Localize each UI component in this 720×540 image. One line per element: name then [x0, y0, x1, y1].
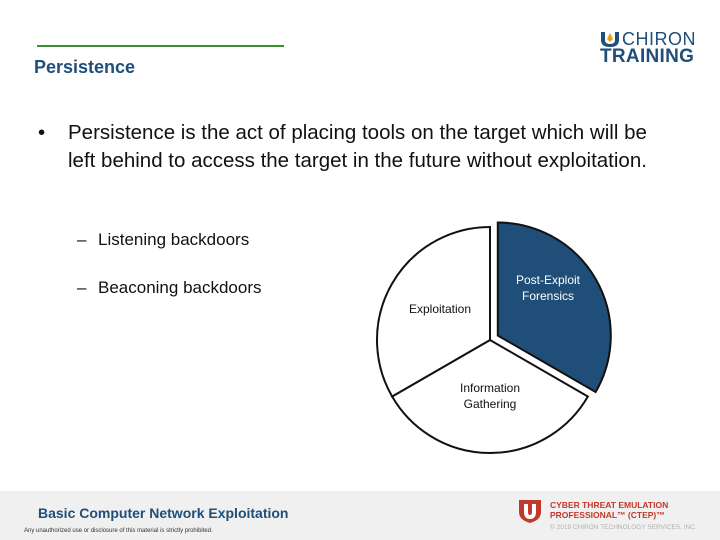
footer-course-title: Basic Computer Network Exploitation — [38, 505, 289, 521]
sub-bullet-text: Beaconing backdoors — [98, 278, 262, 297]
pie-slice-post-exploit-forensics — [496, 221, 612, 394]
cert-line-1: CYBER THREAT EMULATION — [550, 500, 669, 510]
shield-icon — [519, 500, 541, 523]
slide-title: Persistence — [34, 57, 136, 77]
footer-disclaimer: Any unauthorized use or disclosure of th… — [24, 528, 213, 534]
logo-text-training: TRAINING — [600, 46, 695, 67]
title-underline — [37, 45, 284, 47]
chiron-training-logo: CHIRON TRAINING — [600, 29, 696, 67]
main-bullet-text: Persistence is the act of placing tools … — [68, 121, 647, 172]
chiron-mark-icon — [601, 32, 619, 47]
sub-bullet-dash: – — [77, 278, 87, 297]
bullet-dot: • — [38, 121, 46, 144]
pie-label-information-gathering: Information Gathering — [460, 381, 520, 411]
pie-slice-exploitation — [376, 225, 491, 398]
logo-text-chiron: CHIRON — [622, 29, 696, 49]
footer-copyright: © 2019 CHIRON TECHNOLOGY SERVICES, INC. — [550, 524, 697, 531]
sub-bullet-dash: – — [77, 230, 87, 249]
sub-bullet-text: Listening backdoors — [98, 230, 250, 249]
pie-slice-information-gathering — [390, 338, 590, 454]
pie-label-exploitation: Exploitation — [409, 302, 471, 316]
certification-name: CYBER THREAT EMULATION PROFESSIONAL™ (CT… — [550, 500, 668, 520]
pie-label-post-exploit-forensics: Post-Exploit Forensics — [516, 273, 581, 303]
process-pie-chart: Post-Exploit Forensics Information Gatherin… — [360, 210, 630, 460]
cert-line-2: PROFESSIONAL™ (CTEP)™ — [550, 510, 665, 520]
pie-svg: Post-Exploit Forensics Information Gatherin… — [376, 221, 612, 454]
footer-band — [0, 491, 720, 540]
